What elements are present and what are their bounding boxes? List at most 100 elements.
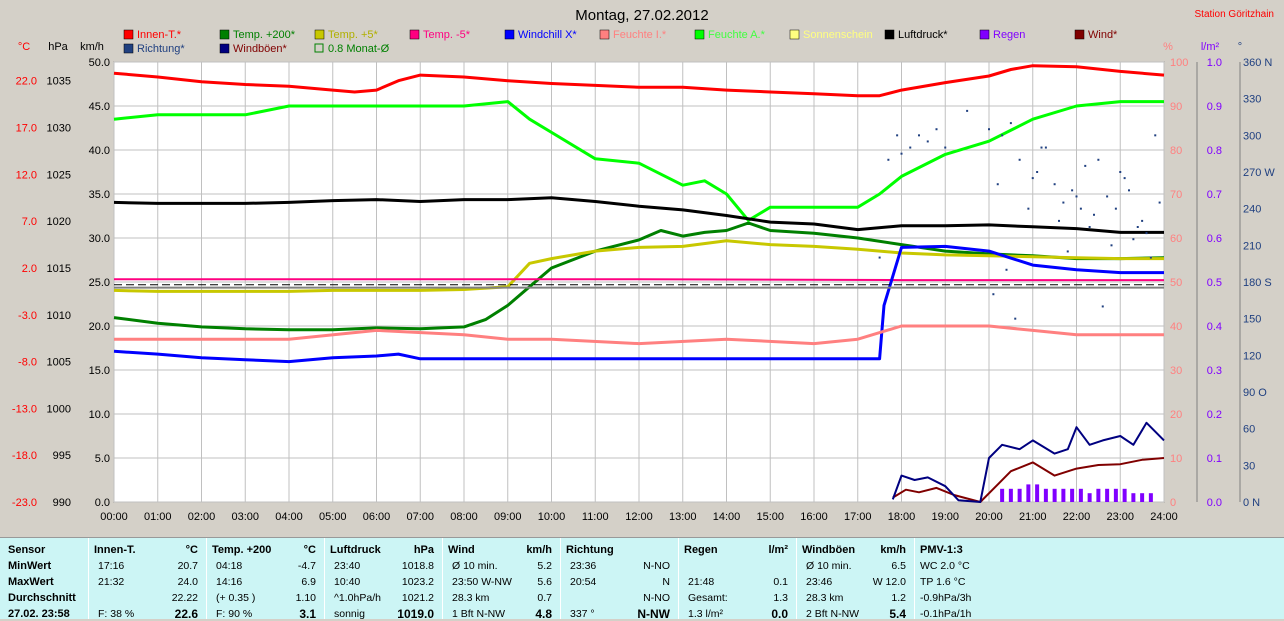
luftdruck-unit: hPa [413,544,434,556]
rain-bar [1113,488,1118,502]
time-tick-label: 14:00 [713,511,741,523]
rain-bar [1105,488,1110,502]
temp-tick-label: -8.0 [18,357,37,369]
legend: Innen-T.* Temp. +200* Temp. +5* Temp. -5* Wi… [123,29,1118,55]
direction-tick-label: 180 S [1243,277,1272,289]
time-tick-label: 08:00 [450,511,478,523]
legend-item: Feuchte I.* [599,29,667,41]
time-tick-label: 19:00 [931,511,959,523]
direction-point [896,134,899,137]
direction-point [1110,244,1113,247]
wind-row-label: Ø 10 min. [452,560,498,572]
direction-point [1093,213,1095,216]
direction-point [1040,146,1043,149]
temp-tick-label: -3.0 [18,310,37,322]
legend-label: Sonnenschein [803,29,873,41]
hpa-tick-label: 1025 [47,169,71,181]
kmh-tick-label: 35.0 [89,189,110,201]
boeen-row-value: 1.2 [891,592,906,604]
rain-bar [1122,488,1127,502]
sensor-min: MinWert [8,560,52,572]
wind-unit: km/h [526,544,552,556]
rain-tick-label: 0.5 [1207,277,1222,289]
wind-row-value: 5.6 [537,576,552,588]
legend-label: Temp. -5* [423,29,471,41]
legend-swatch [219,43,230,54]
kmh-tick-label: 10.0 [89,409,110,421]
summary-wind: Wind km/h Ø 10 min. 5.2 23:50 W-NW 5.6 28.3 km… [442,538,561,621]
innen-row-label: F: 38 % [98,608,135,620]
legend-label: Temp. +200* [233,29,296,41]
chart-title: Montag, 27.02.2012 [575,7,708,24]
series-line [113,100,1164,222]
hpa-tick-label: 1015 [47,263,71,275]
boeen-row-value: 6.5 [891,560,906,572]
time-tick-label: 20:00 [975,511,1003,523]
time-tick-label: 12:00 [625,511,653,523]
grid [113,61,1165,503]
rain-bar [1061,488,1066,502]
regen-row-value: 1.3 [773,592,788,604]
direction-tick-label: 270 W [1243,167,1275,179]
legend-label: Windchill X* [518,29,577,41]
humidity-tick-label: 70 [1170,189,1182,201]
legend-item: 0.8 Monat-Ø [314,43,390,55]
series-line [891,421,1165,503]
direction-point [1075,195,1078,198]
time-tick-label: 02:00 [188,511,216,523]
temp-tick-label: 7.0 [22,216,37,228]
series-line [113,64,1165,98]
boeen-row-label: Ø 10 min. [806,560,852,572]
rain-tick-label: 0.4 [1207,321,1222,333]
rain-tick-label: 1.0 [1207,57,1222,69]
direction-point [918,134,920,137]
direction-point [1053,183,1056,186]
time-tick-label: 05:00 [319,511,347,523]
time-tick-label: 17:00 [844,511,872,523]
legend-label: Innen-T.* [137,29,182,41]
direction-point [992,293,995,296]
hpa-tick-label: 1020 [47,216,71,228]
temp200-row-value: 1.10 [295,592,316,604]
temp200-row-label: 14:16 [216,576,243,588]
time-tick-label: 11:00 [582,511,609,523]
rain-bar [1131,493,1136,502]
legend-item: Richtung* [123,43,185,55]
direction-point [878,256,881,259]
axis-units: °C hPa km/h% l/m² ° [18,41,1242,53]
legend-label: Regen [993,29,1025,41]
direction-point [1141,219,1144,222]
series-line [113,239,1164,293]
luftdruck-row-value: 1018.8 [401,560,434,572]
rain-tick-label: 0.1 [1207,453,1222,465]
direction-tick-label: 330 [1243,94,1261,106]
time-tick-label: 06:00 [363,511,391,523]
humidity-tick-label: 40 [1170,321,1182,333]
hpa-tick-label: 1035 [47,76,71,88]
rain-tick-label: 0.0 [1207,497,1222,509]
rain-tick-label: 0.8 [1207,145,1222,157]
legend-swatch [314,43,324,53]
rain-bar [1008,488,1013,502]
hpa-tick-label: 990 [53,497,71,509]
temp200-row-value: 3.1 [299,607,316,621]
time-tick-label: 03:00 [231,511,259,523]
richtung-row-value: N [662,576,670,588]
legend-label: 0.8 Monat-Ø [328,43,390,55]
rain-tick-label: 0.2 [1207,409,1222,421]
summary-sensor: Sensor MinWert MaxWert Durchschnitt 27.0… [0,538,89,620]
direction-point [1062,201,1065,204]
direction-point [1079,207,1082,210]
kmh-tick-label: 25.0 [89,277,110,289]
direction-point [996,183,999,186]
time-tick-label: 15:00 [756,511,784,523]
innen-unit: °C [185,544,198,556]
kmh-tick-label: 5.0 [95,453,110,465]
legend-swatch [599,29,610,40]
legend-item: Feuchte A.* [694,29,766,41]
left-unit-label: km/h [80,41,104,53]
temp-tick-label: 22.0 [16,76,37,88]
temp200-row-value: 6.9 [301,576,316,588]
direction-point [1145,232,1148,235]
luftdruck-row-label: ^1.0hPa/h [334,592,381,604]
